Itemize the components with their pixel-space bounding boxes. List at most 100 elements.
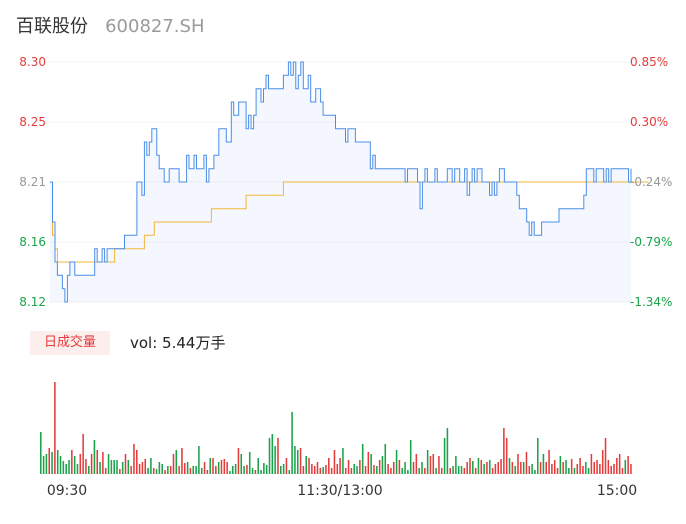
volume-bar	[243, 466, 245, 474]
percent-tick-label: 0.30%	[630, 115, 668, 129]
volume-bar	[260, 470, 262, 474]
volume-bar	[424, 468, 426, 474]
volume-bar	[616, 458, 618, 474]
volume-bar	[460, 466, 463, 474]
volume-bar	[226, 462, 228, 474]
volume-bar	[40, 432, 42, 474]
volume-bar	[280, 466, 282, 474]
volume-bar	[73, 456, 76, 474]
volume-tab[interactable]: 日成交量	[30, 331, 110, 355]
volume-bar	[522, 462, 525, 474]
volume-bar	[220, 460, 223, 474]
percent-tick-label: -0.24%	[630, 175, 672, 189]
volume-bar	[209, 458, 211, 474]
volume-bar	[452, 466, 454, 474]
volume-bar	[350, 468, 353, 474]
volume-bar	[96, 450, 99, 474]
volume-bar	[212, 458, 214, 474]
volume-bar	[587, 468, 590, 474]
volume-bar	[138, 464, 141, 474]
volume-bar	[407, 470, 409, 474]
volume-bar	[333, 450, 336, 474]
volume-bars	[40, 382, 632, 474]
volume-bar	[511, 462, 514, 474]
volume-bar	[330, 468, 333, 474]
volume-bar	[282, 464, 285, 474]
volume-bar	[198, 446, 200, 474]
volume-bar	[528, 466, 531, 474]
volume-bar	[576, 464, 579, 474]
volume-bar	[268, 438, 271, 474]
volume-bar	[573, 468, 576, 474]
volume-bar	[579, 458, 581, 474]
volume-bar	[525, 452, 528, 474]
volume-bar	[531, 464, 533, 474]
volume-bar	[62, 461, 65, 474]
volume-bar	[539, 462, 542, 474]
volume-bar	[271, 434, 274, 474]
volume-bar	[192, 466, 195, 474]
time-axis-labels: 09:30 11:30/13:00 15:00	[47, 483, 637, 499]
volume-bar	[449, 468, 451, 474]
volume-bar	[178, 466, 180, 474]
volume-bar	[110, 460, 113, 474]
volume-bar	[395, 450, 398, 474]
volume-bar	[624, 460, 627, 474]
volume-bar	[415, 454, 418, 474]
volume-bar	[291, 412, 293, 474]
volume-bar	[582, 466, 584, 474]
volume-bar	[364, 466, 367, 474]
volume-bar	[381, 456, 384, 474]
volume-bar	[593, 462, 596, 474]
volume-bar	[542, 454, 545, 474]
volume-bar	[68, 460, 70, 474]
volume-bar	[54, 382, 56, 474]
volume-bar	[299, 448, 302, 474]
volume-bar	[601, 450, 604, 474]
volume-bar	[412, 462, 415, 474]
volume-bar	[45, 454, 48, 474]
volume-bar	[347, 460, 350, 474]
volume-bar	[590, 454, 593, 474]
volume-bar	[356, 466, 358, 474]
volume-bar	[313, 466, 316, 474]
volume-bar	[384, 444, 387, 474]
time-tick-label: 11:30/13:00	[297, 483, 382, 499]
volume-bar	[370, 454, 372, 474]
percent-axis-labels: 0.85% 0.30% -0.24% -0.79% -1.34%	[630, 55, 672, 309]
volume-bar	[277, 438, 279, 474]
volume-bar	[234, 464, 237, 474]
volume-bar	[104, 468, 107, 474]
volume-bar	[288, 470, 291, 474]
volume-bar	[76, 464, 79, 474]
volume-bar	[167, 466, 169, 474]
volume-bar	[457, 466, 460, 474]
volume-bar	[203, 462, 206, 474]
volume-bar	[545, 462, 548, 474]
volume-bar	[508, 458, 511, 474]
volume-bar	[404, 462, 406, 474]
volume-bar	[133, 444, 135, 474]
volume-bar	[494, 464, 497, 474]
volume-bar	[172, 454, 175, 474]
volume-bar	[65, 464, 67, 474]
volume-bar	[316, 462, 319, 474]
volume-bar	[500, 459, 502, 474]
volume-bar	[466, 462, 468, 474]
volume-bar	[107, 454, 110, 474]
volume-bar	[438, 456, 440, 474]
volume-bar	[325, 465, 327, 474]
volume-bar	[497, 462, 500, 474]
volume-bar	[164, 470, 166, 474]
volume-bar	[514, 466, 516, 474]
volume-bar	[141, 462, 144, 474]
volume-bar	[488, 460, 491, 474]
time-tick-label: 09:30	[47, 483, 87, 499]
volume-bar	[534, 470, 536, 474]
volume-bar	[51, 452, 53, 474]
average-price-line	[50, 181, 649, 263]
volume-bar	[121, 462, 124, 474]
volume-bar	[189, 468, 192, 474]
volume-bar	[353, 464, 355, 474]
